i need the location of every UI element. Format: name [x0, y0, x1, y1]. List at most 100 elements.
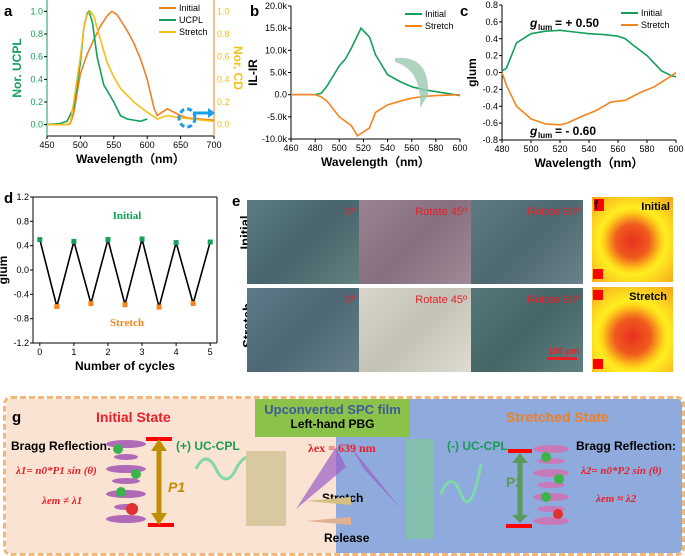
y-tick-label: 5.0k	[270, 68, 288, 78]
scale-bar-label: 100 μm	[547, 346, 579, 356]
annotation-sub: lum	[538, 23, 552, 32]
series-line-initial	[47, 10, 215, 126]
series-line-initial	[291, 26, 461, 97]
data-point	[105, 237, 111, 243]
data-point	[37, 237, 43, 243]
y-tick-label: -5.0k	[267, 112, 288, 122]
right-y-axis-title: Nor. CD	[231, 46, 245, 90]
x-tick-label: 2	[105, 347, 110, 357]
annotation-stretch-value: = - 0.60	[555, 124, 596, 138]
annotation-sub: lum	[538, 131, 552, 140]
photo-initial-90: Rotate 90º	[471, 200, 583, 284]
right-y-tick-label: 0.4	[217, 74, 230, 84]
y-tick-label: 0.0	[30, 120, 43, 130]
panel-label-e: e	[232, 193, 241, 210]
data-point	[122, 302, 128, 308]
legend-label: Stretch	[179, 27, 208, 37]
y-tick-label: 0.0	[16, 265, 29, 275]
x-tick-label: 5	[208, 347, 213, 357]
film-sample-right	[406, 439, 434, 539]
y-tick-label: -0.8	[13, 314, 29, 324]
laser-beam-left	[296, 447, 346, 509]
x-tick-label: 600	[668, 144, 683, 154]
right-y-tick-label: 0.8	[217, 29, 230, 39]
y-tick-label: -1.2	[13, 338, 29, 348]
data-point	[139, 236, 145, 242]
legend-label: Stretch	[425, 21, 454, 31]
red-marker	[593, 359, 603, 369]
y-tick-label: 0.2	[30, 97, 43, 107]
y-axis-title: glum	[0, 256, 10, 285]
x-axis-title: Wavelength（nm）	[76, 151, 185, 166]
series-line-stretch	[47, 10, 215, 126]
annotation-initial: Initial	[113, 210, 142, 222]
stretch-arrow	[306, 497, 351, 505]
x-tick-label: 500	[332, 143, 347, 153]
pattern-stretch: Stretch	[592, 287, 673, 372]
release-arrow	[306, 517, 351, 525]
y-tick-label: -0.4	[13, 289, 29, 299]
panel-label-f: f	[594, 199, 604, 211]
pattern-label-stretch: Stretch	[629, 291, 667, 303]
y-tick-label: 10.0k	[265, 45, 288, 55]
bragg-equation-2: λ2= n0*P2 sin (θ)	[581, 465, 662, 477]
helix-right	[533, 445, 569, 525]
x-tick-label: 700	[206, 140, 221, 150]
film-label-box: Upconverted SPC film Left-hand PBG	[255, 399, 410, 437]
annotation-stretch: Stretch	[110, 317, 144, 329]
panel-label-a: a	[4, 3, 13, 20]
y-tick-label: 15.0k	[265, 23, 288, 33]
series-line-stretch	[291, 93, 461, 138]
film-subtitle: Left-hand PBG	[290, 417, 375, 431]
panel-label-b: b	[250, 3, 260, 20]
x-tick-label: 450	[39, 140, 54, 150]
red-marker	[593, 269, 603, 279]
y-tick-label: 0.2	[485, 51, 498, 61]
y-tick-label: -0.8	[482, 135, 498, 145]
bragg-label-left: Bragg Reflection:	[11, 439, 112, 453]
x-tick-label: 500	[523, 144, 538, 154]
pattern-initial: f Initial	[592, 197, 673, 282]
right-y-tick-label: 1.0	[217, 6, 230, 16]
photo-stretch-45: Rotate 45º	[359, 288, 471, 372]
panel-label-d: d	[4, 190, 14, 207]
right-y-tick-label: 0.0	[217, 120, 230, 130]
y-tick-label: -0.2	[482, 84, 498, 94]
cpl-wave-right	[439, 463, 483, 504]
y-tick-label: -0.4	[482, 101, 498, 111]
y-tick-label: 0.8	[16, 216, 29, 226]
y-axis-title: Nor. UCPL	[10, 38, 24, 97]
annotation-stretch: g	[529, 124, 538, 138]
annotation-initial-value: = + 0.50	[555, 16, 599, 30]
x-tick-label: 540	[380, 143, 395, 153]
photo-stretch-90: Rotate 90º 100 μm	[471, 288, 583, 372]
y-tick-label: 0.0	[274, 90, 287, 100]
pattern-label-initial: Initial	[641, 201, 670, 213]
y-tick-label: 1.0	[30, 6, 43, 16]
x-tick-label: 560	[610, 144, 625, 154]
stretched-state-title: Stretched State	[506, 409, 609, 425]
data-point	[173, 240, 179, 246]
emission-relation-2: λem ≈ λ2	[596, 493, 637, 505]
pitch-p1-label: P1	[168, 479, 186, 495]
y-tick-label: 0.6	[30, 52, 43, 62]
x-tick-label: 540	[581, 144, 596, 154]
x-tick-label: 560	[404, 143, 419, 153]
legend-label: Initial	[179, 3, 200, 13]
x-tick-label: 3	[140, 347, 145, 357]
bragg-equation-1: λ1= n0*P1 sin (θ)	[16, 465, 97, 477]
y-tick-label: 0.8	[30, 29, 43, 39]
blue-arrowhead	[208, 108, 215, 118]
x-tick-label: 580	[639, 144, 654, 154]
release-label: Release	[324, 531, 370, 545]
x-tick-label: 650	[173, 140, 188, 150]
x-tick-label: 0	[37, 347, 42, 357]
x-axis-title: Wavelength（nm）	[535, 155, 644, 170]
legend-label: Initial	[425, 9, 446, 19]
data-point	[54, 304, 60, 309]
right-y-tick-label: 0.6	[217, 52, 230, 62]
x-tick-label: 520	[356, 143, 371, 153]
series-line-initial	[501, 29, 677, 78]
data-point	[156, 304, 162, 310]
plus-uc-cpl-label: (+) UC-CPL	[176, 439, 240, 453]
